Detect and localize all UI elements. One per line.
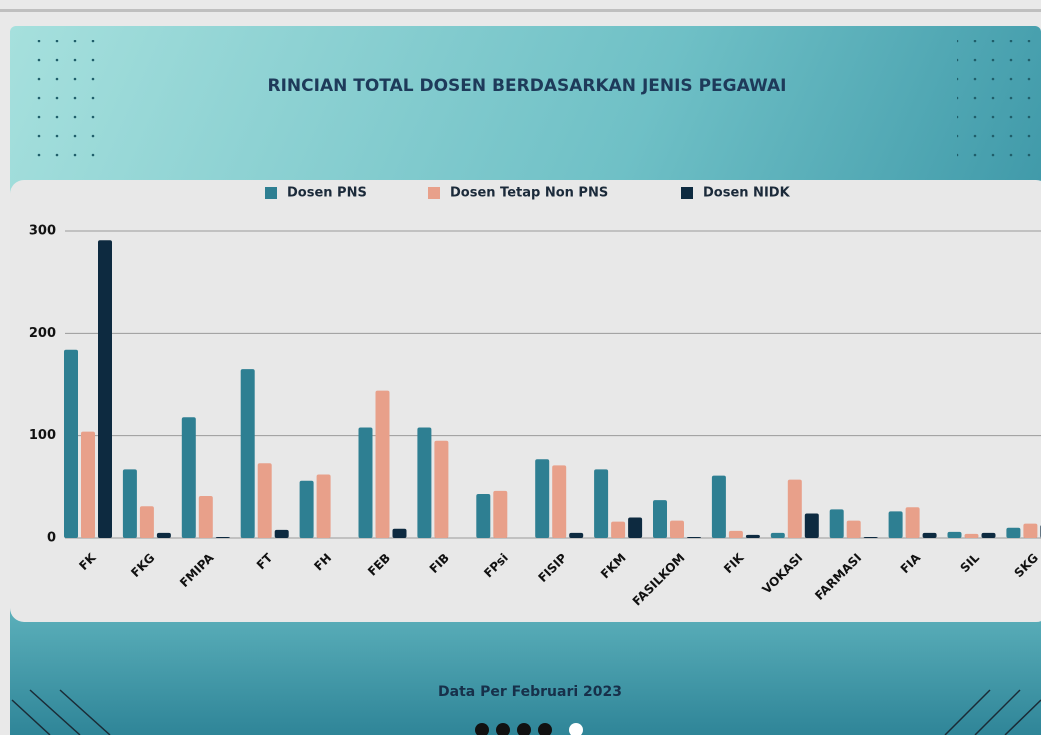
bar <box>981 532 996 538</box>
bar <box>64 349 78 538</box>
bar <box>611 521 626 538</box>
bar <box>240 369 255 538</box>
bar <box>787 479 802 538</box>
chart-title: RINCIAN TOTAL DOSEN BERDASARKAN JENIS PE… <box>268 76 787 96</box>
bar <box>687 536 701 538</box>
bar <box>863 536 878 538</box>
bar <box>922 532 937 538</box>
legend-label: Dosen Tetap Non PNS <box>450 186 608 201</box>
footnote: Data Per Februari 2023 <box>438 684 622 700</box>
legend-label: Dosen PNS <box>287 186 367 201</box>
bar <box>770 532 785 538</box>
legend-swatch <box>681 187 693 199</box>
bar <box>181 417 196 538</box>
legend-label: Dosen NIDK <box>703 186 791 201</box>
y-tick-label: 300 <box>29 224 56 239</box>
y-tick-label: 0 <box>47 531 56 546</box>
bar <box>417 427 432 538</box>
bar <box>653 500 667 538</box>
y-tick-label: 200 <box>29 326 56 341</box>
bar <box>98 240 112 538</box>
chart-card <box>10 180 1041 622</box>
bar <box>493 490 508 538</box>
bar <box>905 507 920 538</box>
bar <box>299 480 314 538</box>
legend-swatch <box>428 187 440 199</box>
bar <box>122 469 137 538</box>
bar <box>804 513 819 538</box>
bar <box>964 533 979 538</box>
bar <box>476 493 491 538</box>
bar <box>628 517 643 538</box>
bar <box>745 534 760 538</box>
bar <box>552 465 567 538</box>
bar <box>594 469 609 538</box>
legend-swatch <box>265 187 277 199</box>
bar <box>846 520 861 538</box>
bar <box>198 496 213 538</box>
bar <box>670 520 684 538</box>
line-decoration <box>11 689 1041 735</box>
bar <box>81 431 95 538</box>
bar <box>139 506 154 538</box>
bar <box>375 390 390 538</box>
bar <box>711 475 726 538</box>
bar <box>215 536 230 538</box>
pagination[interactable] <box>475 723 583 735</box>
bar <box>1006 527 1021 538</box>
bar <box>728 530 743 538</box>
bar <box>392 528 407 538</box>
bar <box>888 511 903 538</box>
bar <box>257 463 272 538</box>
panel-footer <box>10 600 1041 735</box>
bar <box>156 532 171 538</box>
bar <box>434 440 449 538</box>
bar <box>274 529 289 538</box>
bar <box>535 459 550 538</box>
dot-decoration <box>24 40 104 158</box>
bar <box>829 509 844 538</box>
bar <box>1023 523 1038 538</box>
bar <box>316 474 331 538</box>
bar <box>569 532 584 538</box>
top-strip <box>0 9 1041 12</box>
y-tick-label: 100 <box>29 428 56 443</box>
dot-decoration <box>957 40 1041 158</box>
bar <box>358 427 373 538</box>
bar <box>947 531 962 538</box>
